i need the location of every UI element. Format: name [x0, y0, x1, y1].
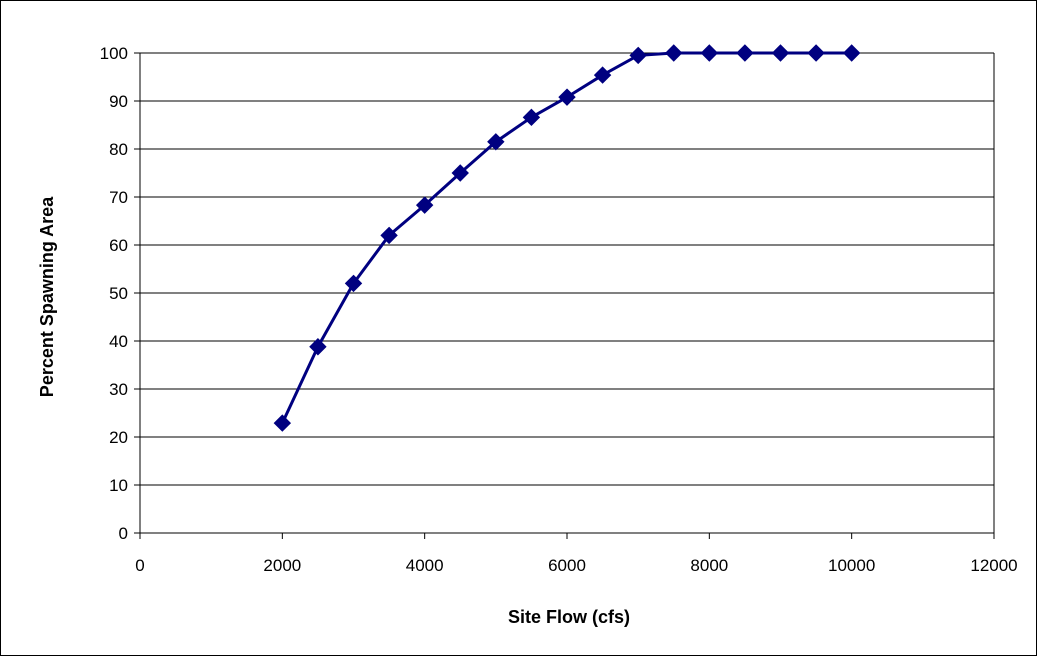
data-point-marker [344, 274, 363, 293]
y-tick-label: 80 [109, 140, 128, 159]
x-tick-label: 0 [135, 556, 144, 575]
y-tick-label: 30 [109, 380, 128, 399]
data-point-marker [380, 226, 398, 245]
data-point-marker [842, 44, 861, 62]
y-tick-label: 50 [109, 284, 128, 303]
data-point-marker [807, 44, 825, 62]
data-point-marker [415, 196, 434, 214]
data-point-marker [665, 44, 683, 62]
y-tick-label: 40 [109, 332, 128, 351]
data-point-marker [309, 338, 327, 356]
x-tick-label: 10000 [828, 556, 875, 575]
tick-labels: 0 10 20 30 40 50 60 70 80 90 100 0 2000 4000 6000 8000 1… [100, 44, 1018, 575]
x-tick-label: 6000 [548, 556, 586, 575]
data-point-marker [700, 44, 719, 62]
y-tick-label: 20 [109, 428, 128, 447]
x-axis-title: Site Flow (cfs) [508, 607, 630, 627]
data-point-marker [273, 414, 292, 432]
x-tick-label: 12000 [970, 556, 1017, 575]
data-point-marker [629, 46, 647, 65]
x-tick-label: 8000 [690, 556, 728, 575]
y-axis-title: Percent Spawning Area [37, 196, 57, 397]
y-tick-label: 0 [119, 524, 128, 543]
data-point-marker [487, 133, 505, 151]
y-tick-label: 10 [109, 476, 128, 495]
data-point-marker [593, 66, 612, 84]
gridlines [140, 52, 994, 486]
data-point-marker [558, 88, 576, 106]
data-point-marker [451, 164, 469, 182]
series-line [280, 51, 852, 424]
y-tick-label: 70 [109, 188, 128, 207]
y-tick-label: 90 [109, 92, 128, 111]
data-point-marker [736, 44, 754, 62]
y-tick-label: 60 [109, 236, 128, 255]
y-tick-label: 100 [100, 44, 128, 63]
x-tick-label: 2000 [263, 556, 301, 575]
series-plot [273, 44, 861, 432]
x-tick-label: 4000 [406, 556, 444, 575]
data-point-marker [522, 108, 541, 127]
data-point-marker [771, 44, 790, 62]
axes [134, 52, 995, 539]
